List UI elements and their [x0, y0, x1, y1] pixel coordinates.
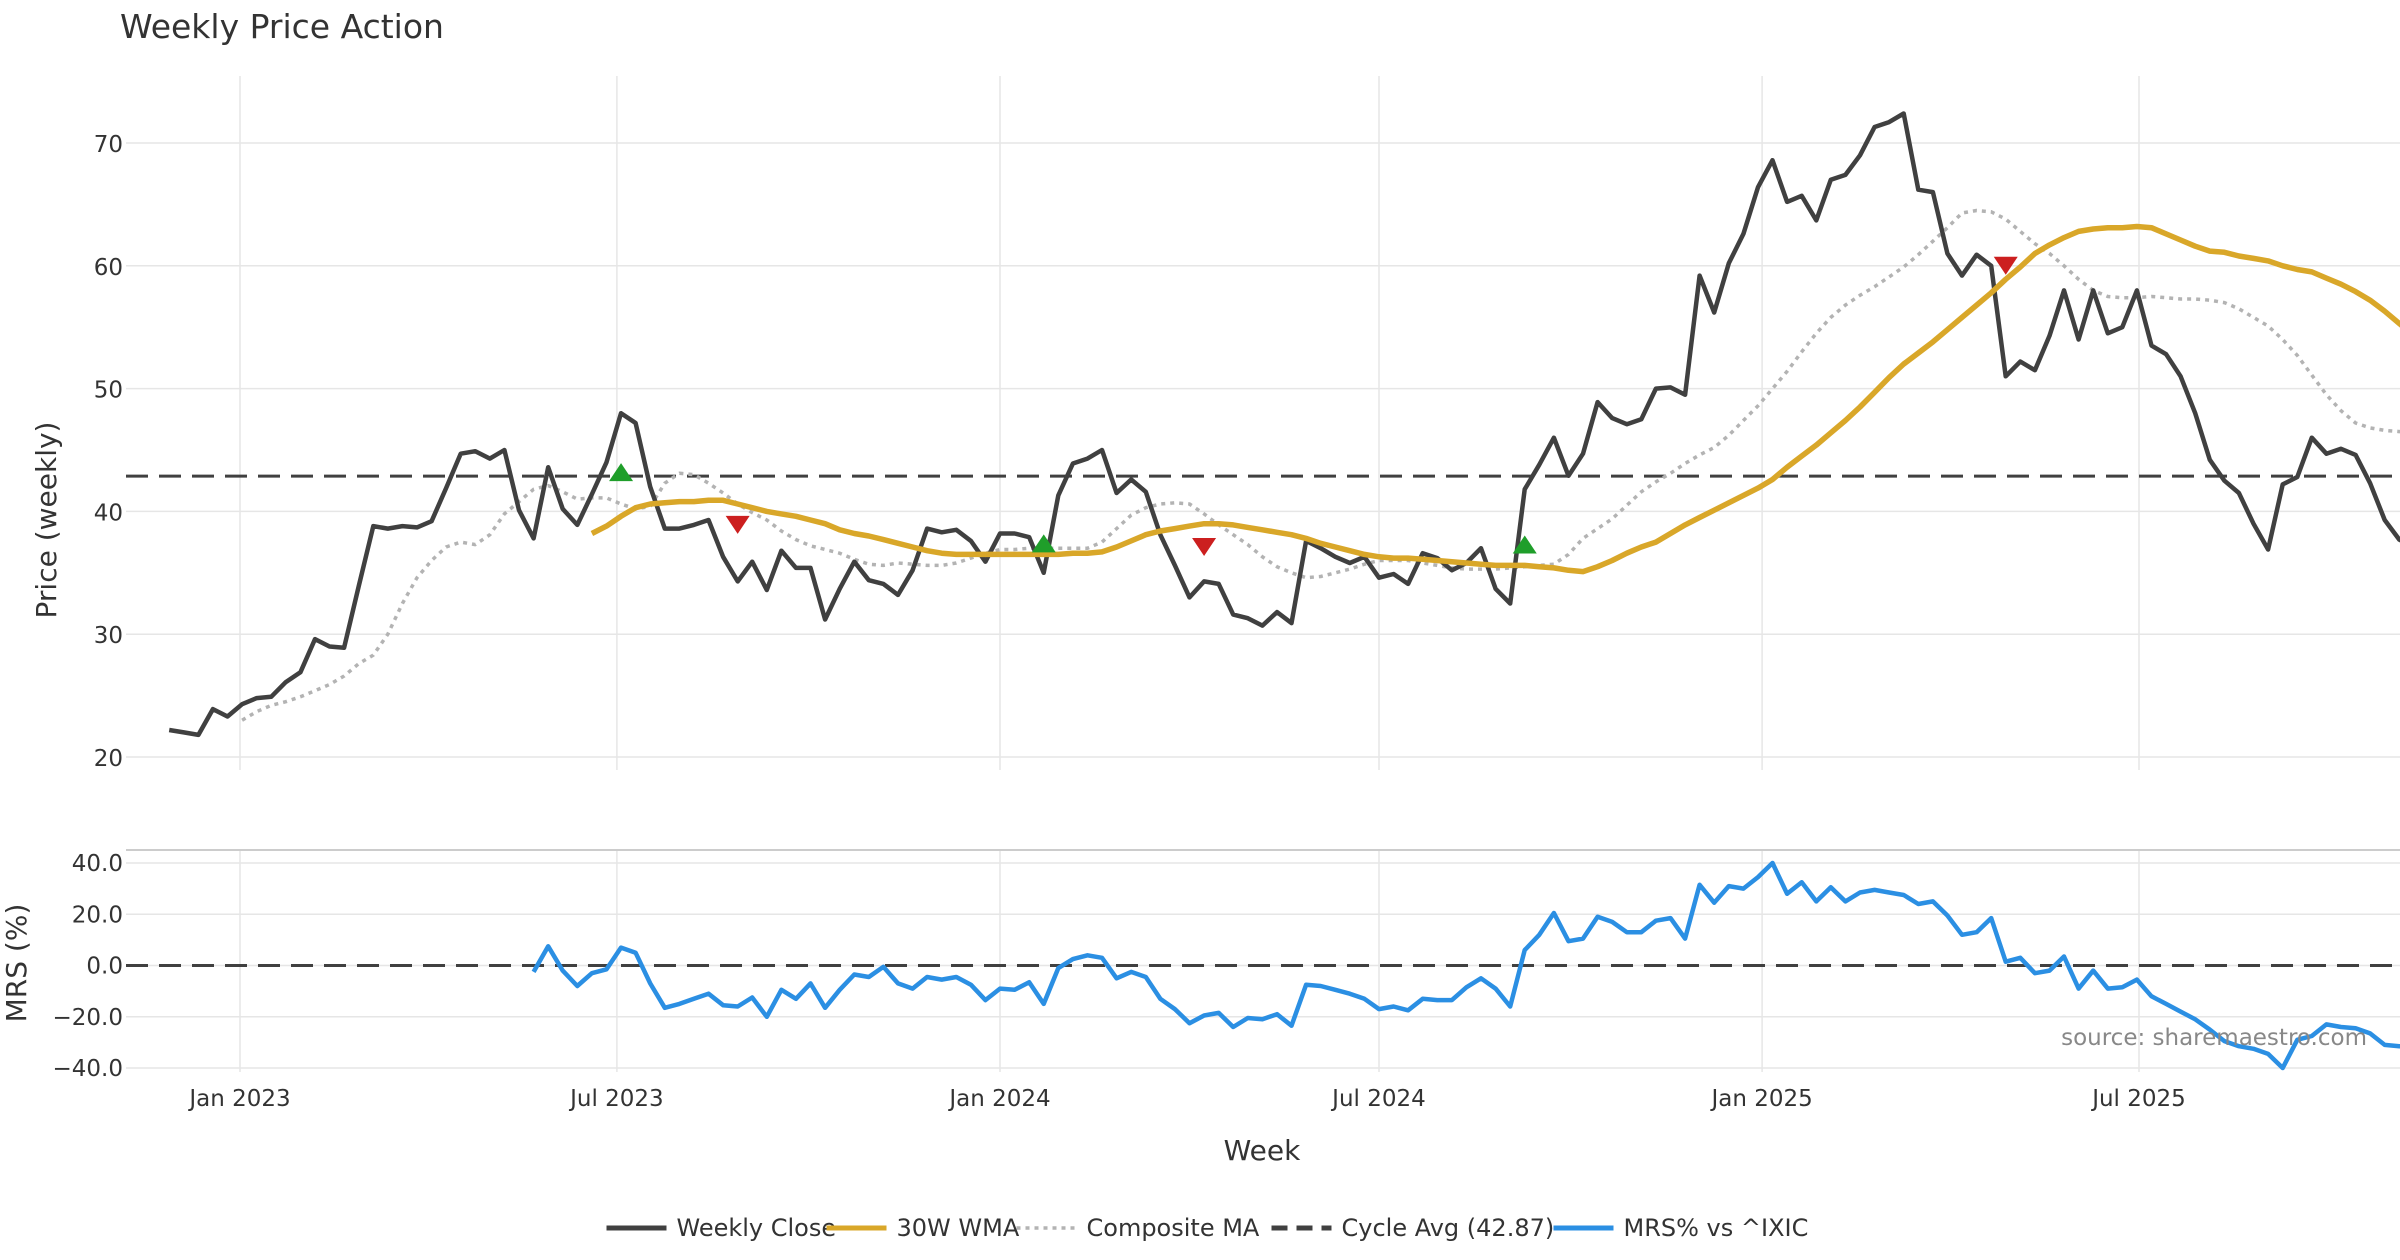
legend-label: Cycle Avg (42.87)	[1342, 1214, 1555, 1242]
x-tick-label: Jan 2025	[1709, 1086, 1812, 1112]
mrs-y-tick-label: 20.0	[72, 902, 123, 928]
main-y-axis-label: Price (weekly)	[30, 422, 63, 619]
buy-signal-marker	[1031, 534, 1056, 553]
chart-title: Weekly Price Action	[120, 7, 444, 46]
x-tick-label: Jan 2024	[947, 1086, 1050, 1112]
sell-signal-marker	[1993, 256, 2018, 275]
legend-item: Weekly Close	[606, 1214, 837, 1242]
legend-item: Cycle Avg (42.87)	[1271, 1214, 1555, 1242]
main-y-tick-label: 50	[94, 378, 123, 404]
main-y-tick-label: 20	[94, 746, 123, 772]
mrs-panel-grid: −40.0 −20.0 0.0 20.0 40.0	[53, 849, 2400, 1082]
mrs-vs-ixic-line	[531, 860, 2400, 1071]
main-panel-grid: 20 30 40 50 60 70	[94, 76, 2400, 772]
legend-item: MRS% vs ^IXIC	[1553, 1214, 1809, 1242]
main-panel	[126, 111, 2400, 738]
sell-signal-marker	[1192, 538, 1217, 557]
legend-item: 30W WMA	[826, 1214, 1020, 1242]
mrs-y-tick-label: 0.0	[86, 954, 123, 980]
x-tick-label: Jan 2023	[187, 1086, 290, 1112]
main-y-tick-label: 40	[94, 500, 123, 526]
x-axis-ticks: Jan 2023 Jul 2023 Jan 2024 Jul 2024 Jan 2025…	[187, 1086, 2185, 1112]
x-axis-label: Week	[1224, 1134, 1301, 1167]
weekly-close-line	[168, 111, 2400, 738]
main-y-tick-label: 30	[94, 623, 123, 649]
mrs-y-axis-label: MRS (%)	[0, 904, 33, 1023]
mrs-y-tick-label: −40.0	[53, 1056, 123, 1082]
x-tick-label: Jul 2025	[2090, 1086, 2186, 1112]
legend: Weekly Close 30W WMA Composite MA Cycle Avg…	[606, 1214, 1809, 1242]
buy-signal-marker	[609, 463, 634, 482]
main-y-tick-label: 70	[94, 132, 123, 158]
source-annotation: source: sharemaestro.com	[2061, 1025, 2367, 1051]
x-tick-label: Jul 2024	[1330, 1086, 1426, 1112]
sell-signal-marker	[725, 515, 750, 534]
legend-label: Weekly Close	[677, 1214, 837, 1242]
30w-wma-line	[590, 223, 2400, 575]
legend-label: MRS% vs ^IXIC	[1624, 1214, 1809, 1242]
main-y-tick-label: 60	[94, 255, 123, 281]
legend-label: 30W WMA	[897, 1214, 1020, 1242]
x-tick-label: Jul 2023	[568, 1086, 664, 1112]
mrs-panel	[126, 860, 2400, 1071]
legend-label: Composite MA	[1087, 1214, 1260, 1242]
buy-signal-marker	[1512, 535, 1537, 554]
legend-item: Composite MA	[1016, 1214, 1260, 1242]
mrs-y-tick-label: 40.0	[72, 851, 123, 877]
composite-ma-line	[241, 208, 2400, 722]
mrs-y-tick-label: −20.0	[53, 1005, 123, 1031]
